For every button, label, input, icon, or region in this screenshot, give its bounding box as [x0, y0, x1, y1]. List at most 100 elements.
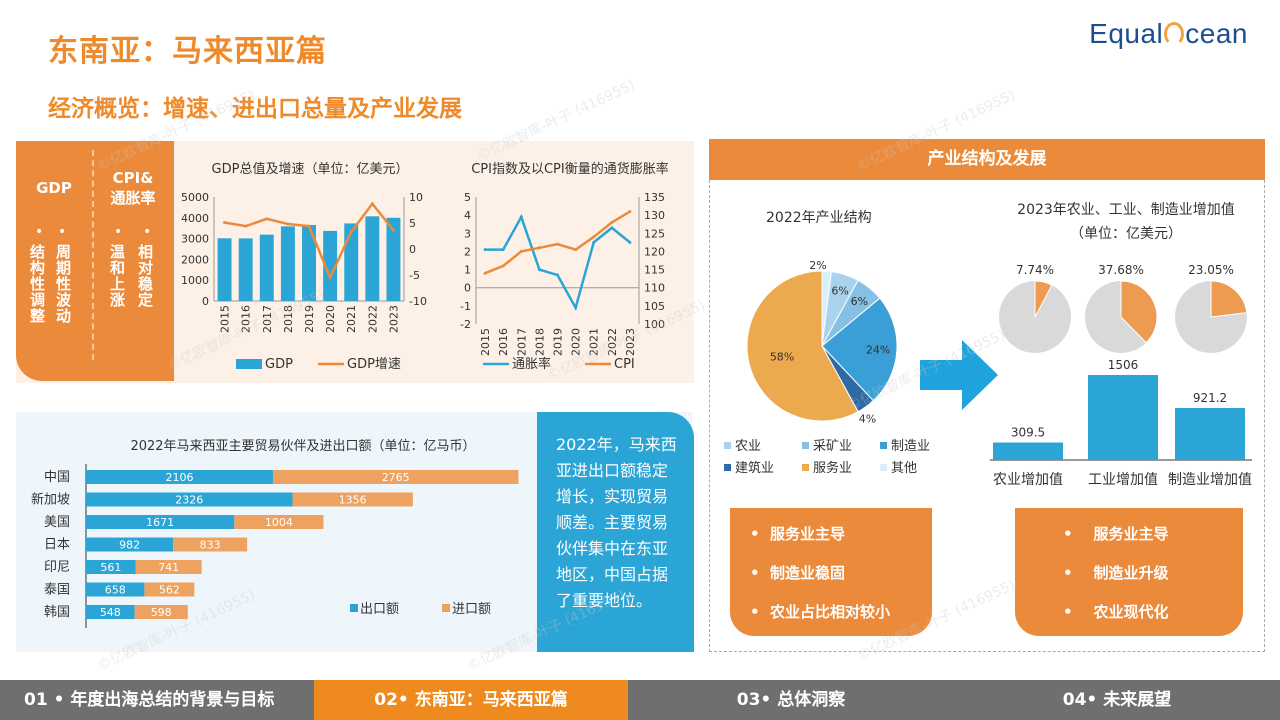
y-tick-left: 0: [464, 282, 471, 295]
legend-label: CPI: [614, 357, 635, 372]
legend-label: 其他: [891, 461, 917, 476]
cpi-heading: CPI& 通胀率: [100, 168, 166, 208]
bullet-dot: •: [1063, 564, 1073, 582]
legend-swatch: [802, 442, 809, 449]
arrow-right-icon: [920, 340, 998, 410]
slice-label: 6%: [851, 295, 868, 308]
bar-segment: [134, 605, 188, 619]
bullet-item: • 服务业主导: [750, 515, 932, 554]
pie-share-slice: [1210, 280, 1248, 318]
data-label: 548: [100, 606, 121, 619]
y-tick-left: -2: [460, 318, 471, 331]
bullet-dot: •: [1063, 603, 1073, 621]
y-tick-right: 120: [644, 245, 665, 258]
bar-segment: [292, 492, 413, 507]
line-point: [223, 220, 227, 224]
x-tick-label: 2018: [533, 328, 546, 356]
y-tick-left: 1000: [181, 274, 209, 287]
legend-label: 通胀率: [512, 356, 551, 372]
bullet-text: 服务业主导: [770, 525, 846, 543]
share-label: 7.74%: [1016, 263, 1054, 277]
bullet-item: • 制造业升级: [1063, 554, 1243, 593]
line-point: [265, 217, 269, 221]
line-point: [537, 246, 541, 250]
line-point: [610, 220, 614, 224]
line-point: [628, 240, 632, 244]
data-label: 833: [200, 539, 221, 552]
bar-segment: [86, 470, 273, 484]
legend-swatch: [236, 359, 262, 369]
y-tick-right: 135: [644, 191, 665, 204]
category-label: 农业增加值: [993, 472, 1063, 488]
line-point: [370, 202, 374, 206]
slice-label: 4%: [859, 413, 876, 426]
y-tick-left: 4: [464, 209, 471, 222]
share-pies: 7.74% 37.68% 23.05%: [999, 263, 1248, 353]
line-point: [483, 271, 487, 275]
nav-tab-insights[interactable]: 03• 总体洞察: [628, 680, 954, 720]
sidebar-divider: [92, 150, 94, 360]
share-label: 37.68%: [1098, 263, 1144, 277]
y-tick-right: 125: [644, 227, 665, 240]
slice-label: 6%: [831, 284, 848, 297]
y-tick-right: -5: [409, 269, 420, 282]
section-nav: 01 • 年度出海总结的背景与目标 02• 东南亚：马来西亚篇 03• 总体洞察…: [0, 680, 1280, 720]
y-tick-right: 10: [409, 191, 423, 204]
data-label: 2106: [165, 471, 193, 484]
bullet-text: 制造业升级: [1093, 564, 1169, 582]
trade-chart: 中国 2106 2765 新加坡 2326 1356 美国 1671 1004 日本 982 833 印…: [31, 464, 519, 628]
bullet-text: 服务业主导: [1093, 525, 1169, 543]
data-label: 1004: [265, 516, 293, 529]
y-tick-left: 5: [464, 191, 471, 204]
legend-swatch: [802, 464, 809, 471]
line-point: [592, 235, 596, 239]
cpi-chart: -2 -1 0 1 2 3 4 5 100 105 110 115 120 125 130 135 2015 20…: [460, 191, 665, 372]
bar-segment: [272, 470, 519, 484]
bullet-dot: •: [143, 224, 152, 240]
category-label: 日本: [44, 538, 70, 553]
nav-tab-malaysia[interactable]: 02• 东南亚：马来西亚篇: [314, 680, 628, 720]
line-point: [501, 248, 505, 252]
bullet-dot: •: [58, 224, 67, 240]
bullet-dot: •: [750, 603, 760, 621]
line-point: [556, 273, 559, 277]
x-tick-label: 2023: [624, 328, 637, 356]
cpi-heading-line1: CPI&: [112, 169, 154, 187]
category-label: 韩国: [44, 605, 70, 620]
y-tick-left: 2: [464, 245, 471, 258]
x-tick-label: 2023: [387, 305, 400, 333]
value-added-chart: 309.5 农业增加值 1506 工业增加值 921.2 制造业增加值: [990, 358, 1252, 488]
bar-segment: [234, 515, 324, 529]
data-label: 1506: [1108, 358, 1139, 372]
x-tick-label: 2016: [497, 328, 510, 356]
data-label: 2765: [382, 471, 410, 484]
bar: [238, 238, 253, 301]
legend-label: GDP增速: [347, 357, 401, 372]
bullet-item: • 农业现代化: [1063, 593, 1243, 632]
line-point: [610, 226, 614, 230]
nav-tab-background[interactable]: 01 • 年度出海总结的背景与目标: [0, 680, 314, 720]
slice-label: 24%: [866, 344, 890, 357]
legend-swatch: [350, 604, 358, 612]
x-tick-label: 2022: [606, 328, 619, 356]
industry-bullets-left: • 服务业主导 • 制造业稳固 • 农业占比相对较小: [730, 508, 932, 636]
bar-segment: [86, 560, 136, 574]
category-label: 制造业增加值: [1168, 472, 1252, 488]
gdp-heading: GDP: [36, 179, 72, 197]
industry-header: 产业结构及发展: [709, 139, 1265, 180]
line-point: [328, 276, 332, 280]
bar: [386, 217, 401, 301]
share-label: 23.05%: [1188, 263, 1234, 277]
bar: [217, 238, 232, 301]
line-point: [519, 249, 523, 253]
legend-swatch: [442, 604, 450, 612]
legend-label: 服务业: [813, 460, 852, 476]
bullet-item: • 服务业主导: [1063, 515, 1243, 554]
data-label: 741: [158, 561, 179, 574]
bar-segment: [144, 582, 195, 597]
pie-slice: [821, 297, 898, 402]
nav-tab-outlook[interactable]: 04• 未来展望: [954, 680, 1280, 720]
data-label: 658: [105, 584, 126, 597]
data-label: 309.5: [1011, 426, 1045, 440]
